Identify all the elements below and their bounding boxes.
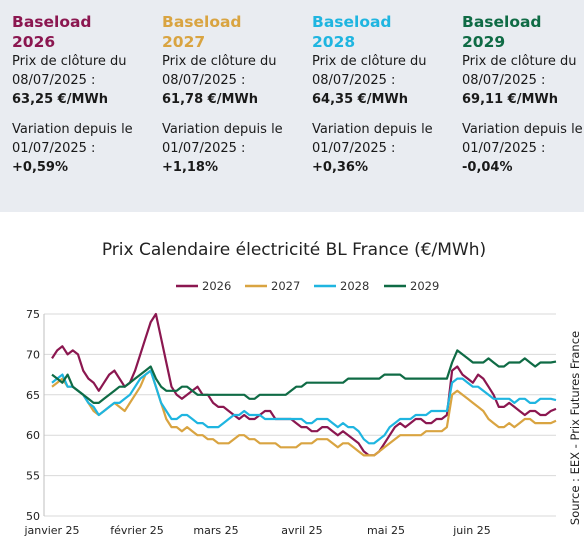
legend-label: 2029 — [410, 279, 439, 293]
y-tick-label: 65 — [26, 389, 40, 402]
price-label-line2: 08/07/2025 : — [462, 73, 546, 88]
card-title-line2: 2028 — [312, 33, 356, 51]
y-tick-label: 50 — [26, 510, 40, 523]
summary-card-2026: Baseload 2026 Prix de clôture du 08/07/2… — [12, 12, 162, 177]
x-tick-label: février 25 — [110, 524, 164, 537]
series-line-2029 — [51, 349, 557, 404]
x-tick-label: juin 25 — [452, 524, 491, 537]
x-tick-label: mars 25 — [193, 524, 238, 537]
chart-series — [51, 312, 557, 457]
card-title-line1: Baseload — [462, 13, 542, 31]
price-value: 69,11 €/MWh — [462, 92, 558, 107]
variation-value: +0,59% — [12, 160, 68, 175]
x-tick-label: avril 25 — [281, 524, 322, 537]
price-value: 63,25 €/MWh — [12, 92, 108, 107]
chart-source: Source : EEX - Prix Futures France — [568, 331, 582, 525]
price-label-line2: 08/07/2025 : — [312, 73, 396, 88]
variation-label-line1: Variation depuis le — [462, 122, 583, 137]
variation-value: +0,36% — [312, 160, 368, 175]
price-value: 64,35 €/MWh — [312, 92, 408, 107]
card-title-line2: 2027 — [162, 33, 206, 51]
variation-label-line2: 01/07/2025 : — [312, 141, 396, 156]
variation-value: +1,18% — [162, 160, 218, 175]
chart-title: Prix Calendaire électricité BL France (€… — [102, 240, 486, 260]
chart-grid — [43, 313, 556, 517]
card-title-line1: Baseload — [162, 13, 242, 31]
price-label-line1: Prix de clôture du — [312, 54, 427, 69]
series-line-2027 — [51, 369, 557, 457]
price-label-line2: 08/07/2025 : — [162, 73, 246, 88]
variation-label-line2: 01/07/2025 : — [12, 141, 96, 156]
price-label-line1: Prix de clôture du — [162, 54, 277, 69]
card-title-line1: Baseload — [12, 13, 92, 31]
variation-value: -0,04% — [462, 160, 513, 175]
card-title-line2: 2029 — [462, 33, 506, 51]
legend-label: 2026 — [202, 279, 231, 293]
summary-card-2027: Baseload 2027 Prix de clôture du 08/07/2… — [162, 12, 312, 177]
x-axis-ticks: janvier 25 février 25 mars 25 avril 25 mai 2… — [23, 524, 490, 537]
variation-label-line1: Variation depuis le — [312, 122, 433, 137]
summary-card-2029: Baseload 2029 Prix de clôture du 08/07/2… — [462, 12, 584, 177]
price-label-line1: Prix de clôture du — [12, 54, 127, 69]
summary-card-2028: Baseload 2028 Prix de clôture du 08/07/2… — [312, 12, 462, 177]
card-title-line2: 2026 — [12, 33, 56, 51]
price-summary-panel: Baseload 2026 Prix de clôture du 08/07/2… — [0, 0, 584, 212]
y-axis-ticks: 50 55 60 65 70 75 — [26, 308, 40, 523]
variation-label-line1: Variation depuis le — [162, 122, 283, 137]
y-tick-label: 60 — [26, 429, 40, 442]
chart-legend: 2026 2027 2028 2029 — [176, 279, 439, 293]
y-tick-label: 70 — [26, 348, 40, 361]
y-tick-label: 75 — [26, 308, 40, 321]
series-line-2028 — [51, 369, 557, 445]
price-label-line2: 08/07/2025 : — [12, 73, 96, 88]
y-tick-label: 55 — [26, 470, 40, 483]
series-line-2026 — [51, 312, 557, 457]
x-tick-label: mai 25 — [367, 524, 405, 537]
price-chart: Prix Calendaire électricité BL France (€… — [23, 240, 582, 537]
price-value: 61,78 €/MWh — [162, 92, 258, 107]
card-title-line1: Baseload — [312, 13, 392, 31]
variation-label-line2: 01/07/2025 : — [462, 141, 546, 156]
variation-label-line1: Variation depuis le — [12, 122, 133, 137]
legend-label: 2027 — [271, 279, 300, 293]
variation-label-line2: 01/07/2025 : — [162, 141, 246, 156]
x-tick-label: janvier 25 — [23, 524, 79, 537]
price-label-line1: Prix de clôture du — [462, 54, 577, 69]
legend-label: 2028 — [340, 279, 369, 293]
